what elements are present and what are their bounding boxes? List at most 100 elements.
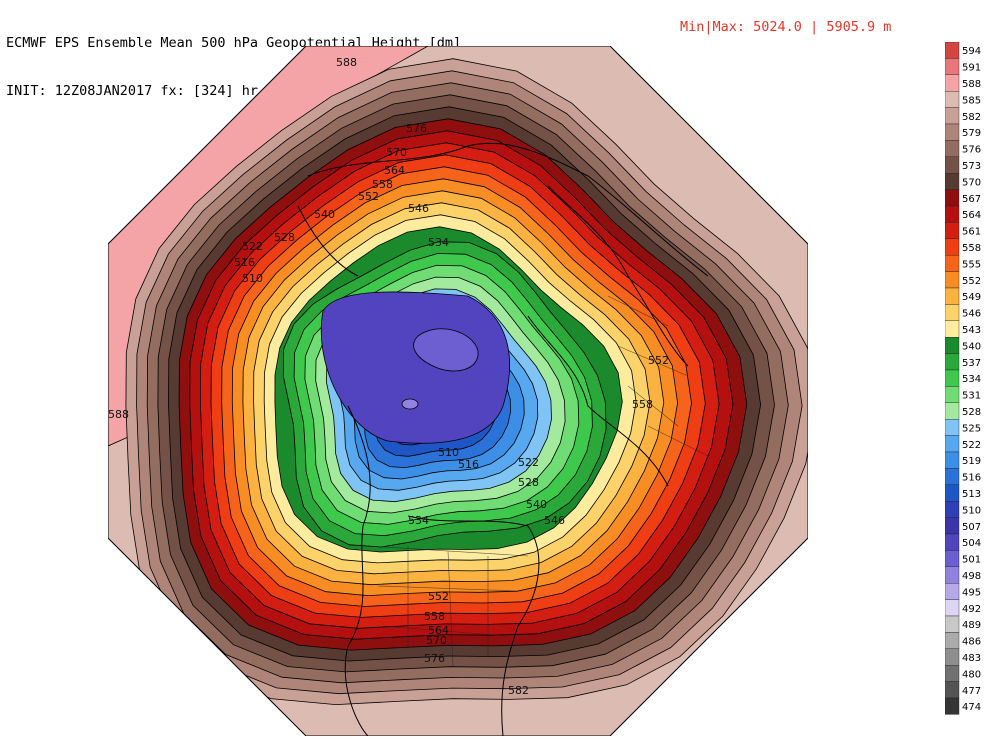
legend-swatch-477 xyxy=(945,681,960,699)
legend-swatch-495 xyxy=(945,583,960,600)
legend-label-516: 516 xyxy=(962,473,981,484)
contour-label-564: 564 xyxy=(428,624,449,637)
legend-swatch-594 xyxy=(945,42,960,59)
legend-label-591: 591 xyxy=(962,63,981,74)
contour-label-534: 534 xyxy=(428,236,449,249)
legend-label-570: 570 xyxy=(962,177,981,188)
max-value: 5905.9 xyxy=(826,19,876,35)
legend-label-528: 528 xyxy=(962,407,981,418)
core-low-498 xyxy=(401,398,419,410)
min-max-readout: Min|Max: 5024.0 | 5905.9 m xyxy=(680,19,892,35)
legend-label-558: 558 xyxy=(962,243,981,254)
contour-label-558: 558 xyxy=(632,398,653,411)
legend-swatch-522 xyxy=(945,435,960,453)
legend-swatch-510 xyxy=(945,501,960,518)
polar-stereographic-map: 5885765705645585525465405345285225165105… xyxy=(108,46,808,736)
legend-label-531: 531 xyxy=(962,391,981,402)
contour-label-576: 576 xyxy=(424,652,445,665)
contour-label-540: 540 xyxy=(314,208,335,221)
legend-swatch-573 xyxy=(945,156,960,174)
legend-swatch-555 xyxy=(945,254,960,272)
legend-swatch-558 xyxy=(945,238,960,256)
contour-label-564: 564 xyxy=(384,164,405,177)
units-label: m xyxy=(883,19,892,35)
contour-label-576: 576 xyxy=(406,122,427,135)
contour-label-558: 558 xyxy=(372,178,393,191)
legend-swatch-585 xyxy=(945,91,960,108)
legend-label-489: 489 xyxy=(962,620,981,631)
legend-swatch-513 xyxy=(945,484,960,502)
legend-swatch-507 xyxy=(945,517,960,535)
contour-label-558: 558 xyxy=(424,610,445,623)
legend-label-576: 576 xyxy=(962,145,981,156)
contour-label-570: 570 xyxy=(386,146,407,159)
legend-swatch-564 xyxy=(945,205,960,223)
legend-label-555: 555 xyxy=(962,259,981,270)
legend-label-552: 552 xyxy=(962,276,981,287)
contour-label-510: 510 xyxy=(438,446,459,459)
legend-label-486: 486 xyxy=(962,637,981,648)
contour-label-546: 546 xyxy=(544,514,565,527)
legend-label-546: 546 xyxy=(962,309,981,320)
contour-label-528: 528 xyxy=(518,476,539,489)
legend-label-513: 513 xyxy=(962,489,981,500)
legend-swatch-528 xyxy=(945,402,960,420)
legend-swatch-552 xyxy=(945,271,960,289)
contour-label-510: 510 xyxy=(242,272,263,285)
legend-label-480: 480 xyxy=(962,669,981,680)
legend-label-585: 585 xyxy=(962,95,981,106)
legend-label-498: 498 xyxy=(962,571,981,582)
legend-swatch-543 xyxy=(945,320,960,338)
legend-swatch-540 xyxy=(945,337,960,354)
legend-label-477: 477 xyxy=(962,686,981,697)
coastlines xyxy=(297,142,709,736)
legend-swatch-567 xyxy=(945,189,960,207)
legend-swatch-489 xyxy=(945,615,960,633)
legend-swatch-498 xyxy=(945,566,960,584)
legend-swatch-519 xyxy=(945,451,960,469)
legend-swatch-582 xyxy=(945,107,960,125)
contour-label-552: 552 xyxy=(358,190,379,203)
legend-swatch-579 xyxy=(945,123,960,141)
legend-label-534: 534 xyxy=(962,374,981,385)
legend-label-483: 483 xyxy=(962,653,981,664)
contour-label-534: 534 xyxy=(408,514,429,527)
legend-label-504: 504 xyxy=(962,538,981,549)
legend-label-573: 573 xyxy=(962,161,981,172)
legend-swatch-474 xyxy=(945,697,960,715)
contour-label-522: 522 xyxy=(242,240,263,253)
legend-label-525: 525 xyxy=(962,423,981,434)
legend-swatch-525 xyxy=(945,419,960,436)
contour-label-516: 516 xyxy=(458,458,479,471)
contour-labels: 5885765705645585525465405345285225165105… xyxy=(108,56,669,697)
legend-swatch-570 xyxy=(945,172,960,190)
core-low-504 xyxy=(320,291,510,444)
contour-label-588: 588 xyxy=(108,408,129,421)
min-value: 5024.0 xyxy=(753,19,802,35)
legend-swatch-591 xyxy=(945,58,960,75)
legend-label-561: 561 xyxy=(962,227,981,238)
legend-label-495: 495 xyxy=(962,587,981,598)
legend-label-549: 549 xyxy=(962,292,981,303)
contour-label-552: 552 xyxy=(648,354,669,367)
legend-swatch-576 xyxy=(945,140,960,158)
legend-label-543: 543 xyxy=(962,325,981,336)
legend-swatch-546 xyxy=(945,304,960,321)
contour-label-522: 522 xyxy=(518,456,539,469)
legend-label-579: 579 xyxy=(962,128,981,139)
legend-label-567: 567 xyxy=(962,194,981,205)
core-low-501 xyxy=(413,328,479,372)
legend-swatch-588 xyxy=(945,74,960,92)
contour-label-516: 516 xyxy=(234,256,255,269)
legend-label-522: 522 xyxy=(962,440,981,451)
legend-swatch-516 xyxy=(945,468,960,485)
legend-label-582: 582 xyxy=(962,112,981,123)
legend-label-510: 510 xyxy=(962,505,981,516)
contour-label-588: 588 xyxy=(336,56,357,69)
legend-swatch-537 xyxy=(945,353,960,371)
contour-label-552: 552 xyxy=(428,590,449,603)
legend-swatch-549 xyxy=(945,287,960,305)
legend-label-507: 507 xyxy=(962,522,981,533)
political-borders xyxy=(367,295,709,667)
color-legend: 594 591 588 585 582 579 576 573 570 567 564 561 558 5… xyxy=(945,42,981,715)
